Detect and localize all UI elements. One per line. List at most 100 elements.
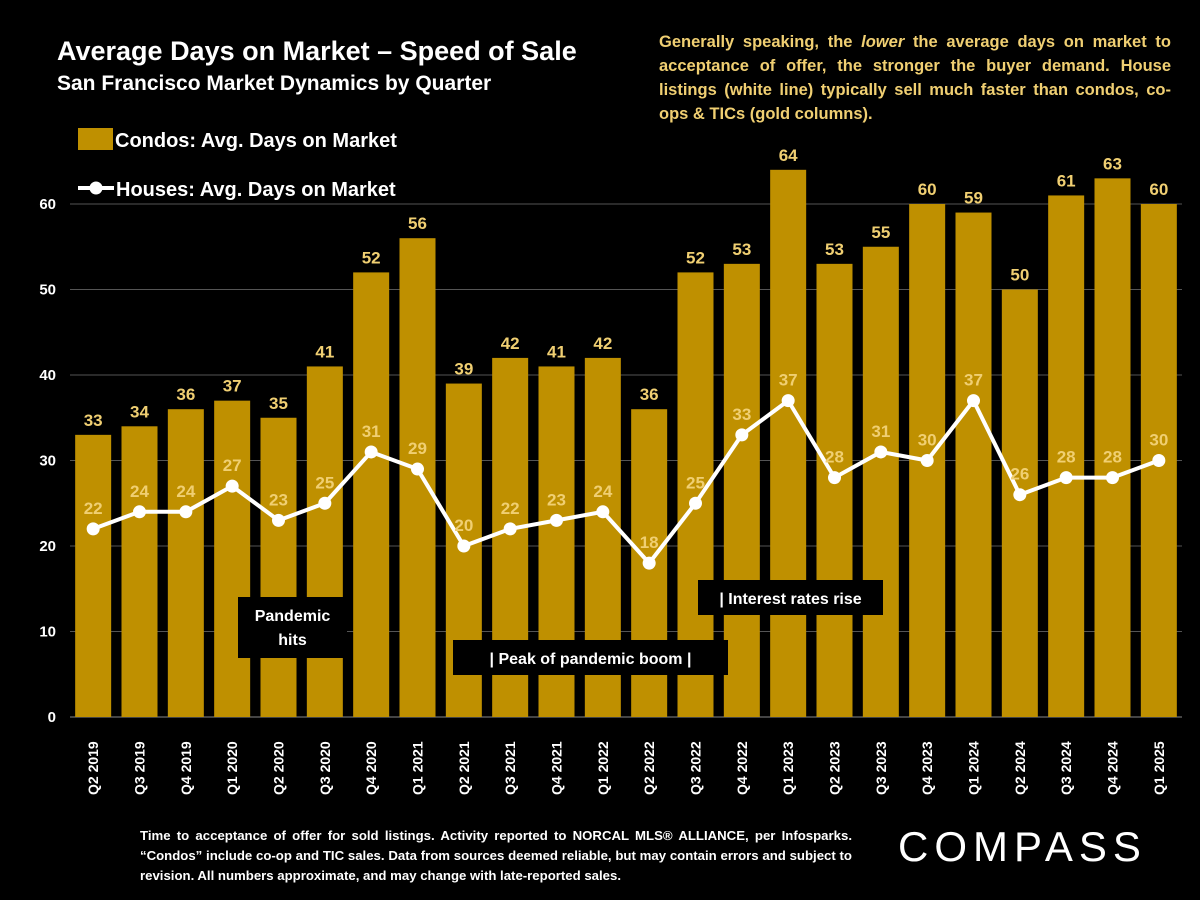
houses-point [179,505,193,519]
condo-bar [1001,289,1038,717]
condo-bar-value: 55 [871,223,890,242]
houses-series-line [92,396,1160,567]
annotation-box [453,640,728,675]
condo-bar [862,246,899,717]
houses-point [874,445,888,459]
condo-bar [1048,195,1085,717]
x-tick-label: Q1 2025 [1151,741,1167,795]
x-tick-label: Q2 2019 [85,741,101,795]
legend-marker [89,181,103,195]
condo-bar-labels: 33 34 36 37 35 41 52 56 39 42 41 42 36 52 53 64 53 55 60 59… [84,146,1169,430]
x-tick-label: Q1 2022 [595,741,611,795]
x-tick-label: Q3 2022 [688,741,704,795]
condo-bar-value: 60 [918,180,937,199]
houses-point-value: 26 [1010,465,1029,484]
x-tick-label: Q1 2021 [410,741,426,795]
x-tick-label: Q3 2021 [502,741,518,795]
condo-bar [399,238,436,717]
legend: Condos: Avg. Days on Market Houses: Avg. … [78,128,397,201]
houses-point [86,522,100,536]
condo-bar [75,434,112,717]
houses-line: 22 24 24 27 23 25 31 29 20 22 23 24 18 25 33 37 28 31 30 37… [84,371,1168,570]
x-tick-label: Q4 2022 [734,741,750,795]
condo-bar [955,212,992,718]
houses-point-value: 24 [593,482,612,501]
condo-bar-value: 36 [176,385,195,404]
condo-bar-value: 64 [779,146,798,165]
x-tick-label: Q4 2023 [919,741,935,795]
condo-bar-value: 42 [593,334,612,353]
houses-point-value: 31 [871,422,890,441]
condo-bar-value: 53 [732,240,751,259]
houses-point-value: 23 [547,490,566,509]
note-part-1: Generally speaking, the [659,33,862,51]
condo-bar [260,417,297,717]
condo-bar-value: 53 [825,240,844,259]
condo-bar-value: 39 [454,360,473,379]
annotation-text: hits [278,632,307,649]
houses-point-value: 22 [501,499,520,518]
houses-point-value: 25 [686,473,705,492]
houses-point-value: 28 [1103,448,1122,467]
x-tick-label: Q3 2024 [1058,741,1074,795]
condo-bar-value: 56 [408,214,427,233]
annotation-box [698,580,883,615]
houses-point [133,505,146,519]
y-tick-label: 10 [39,624,56,641]
annotations: Pandemic hits | Peak of pandemic boom | | I… [238,580,883,675]
annotation-text: Pandemic [255,608,331,625]
houses-point [920,454,934,467]
condo-bar-value: 52 [362,248,381,267]
annotation-box [238,597,347,658]
y-tick-label: 40 [39,367,56,384]
note-emphasis: lower [861,33,905,51]
y-tick-label: 20 [39,538,56,555]
condo-bar-value: 34 [130,402,149,421]
houses-point-value: 22 [84,499,103,518]
houses-point-value: 30 [918,431,937,450]
houses-point [411,462,424,476]
houses-point-value: 25 [315,473,334,492]
houses-point-value: 24 [176,482,195,501]
legend-bar-swatch [78,128,113,150]
condo-bar-value: 63 [1103,154,1122,173]
houses-point [642,556,656,570]
houses-point [689,496,702,510]
condo-bar [214,400,251,717]
condo-bar-value: 60 [1149,180,1168,199]
x-tick-label: Q2 2023 [827,741,843,795]
houses-point-value: 31 [362,422,381,441]
condo-bar-value: 37 [223,377,242,396]
legend-label-houses: Houses: Avg. Days on Market [116,179,396,201]
condo-bar-value: 33 [84,411,103,430]
condo-bar-value: 35 [269,394,288,413]
y-tick-label: 60 [39,196,56,213]
y-tick-label: 0 [48,709,56,726]
condo-bar [353,272,390,717]
condo-bar-value: 52 [686,248,705,267]
houses-point-value: 28 [1057,448,1076,467]
x-tick-label: Q1 2020 [224,741,240,795]
x-tick-label: Q1 2023 [780,741,796,795]
houses-point [596,505,610,519]
x-axis: Q2 2019 Q3 2019 Q4 2019 Q1 2020 Q2 2020 Q3 20… [85,741,1167,795]
houses-point-value: 28 [825,448,844,467]
annotation-text: | Peak of pandemic boom | [490,651,692,668]
footnote: Time to acceptance of offer for sold lis… [140,828,852,883]
x-tick-label: Q4 2020 [363,741,379,795]
condo-bar-value: 59 [964,189,983,208]
chart-subtitle: San Francisco Market Dynamics by Quarter [57,72,492,95]
houses-point-value: 18 [640,533,659,552]
x-tick-label: Q3 2019 [132,741,148,795]
condo-bar-value: 41 [547,342,566,361]
houses-point [318,496,332,510]
x-tick-label: Q2 2020 [271,741,287,795]
condo-bar-value: 61 [1057,171,1076,190]
houses-point [1013,488,1027,502]
x-tick-label: Q4 2019 [178,741,194,795]
x-tick-label: Q1 2024 [966,741,982,795]
condo-bar-value: 41 [315,342,334,361]
legend-label-condos: Condos: Avg. Days on Market [115,130,397,152]
houses-point [735,428,749,442]
